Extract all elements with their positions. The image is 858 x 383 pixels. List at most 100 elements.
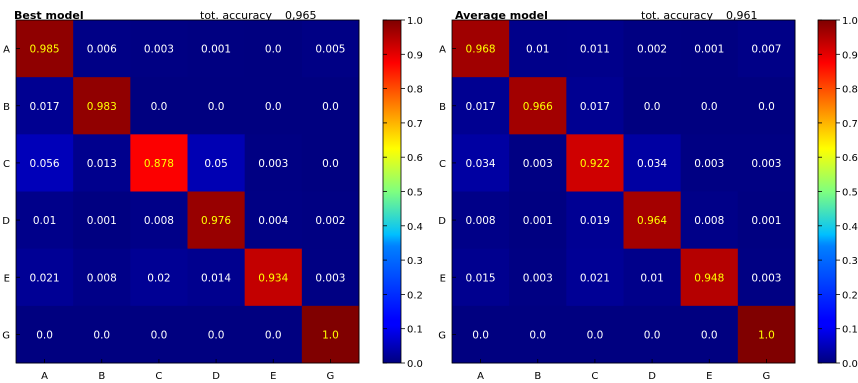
- heatmap-cell: [509, 248, 567, 307]
- cell-value-label: 0.003: [751, 272, 781, 284]
- accuracy-value: 0,965: [285, 9, 317, 22]
- heatmap-cell: [452, 248, 510, 307]
- heatmap-grid: 0.985 0.006 0.003 0.001 0.0 0.005 0.017 0.983 0.…: [15, 19, 360, 364]
- cell-value-label: 0.001: [87, 215, 117, 227]
- heatmap-cell: [452, 134, 510, 192]
- cell-value-label: 0.976: [201, 215, 231, 227]
- heatmap-cell: [187, 77, 246, 135]
- row-tick-label: C: [3, 159, 10, 170]
- heatmap-cell: [566, 20, 624, 78]
- cell-value-label: 0.948: [694, 272, 724, 284]
- cell-value-label: 0.011: [580, 44, 610, 56]
- heatmap-cell: [16, 134, 74, 192]
- heatmap-cell: [737, 77, 796, 135]
- heatmap-cell: [187, 134, 246, 192]
- heatmap-cell: [16, 77, 74, 135]
- heatmap-cell: [130, 248, 188, 307]
- cell-value-label: 0.934: [258, 272, 288, 284]
- cell-value-label: 0.0: [758, 101, 775, 113]
- cell-value-label: 0.0: [93, 329, 110, 341]
- col-tick-label: D: [648, 371, 656, 382]
- colorbar-tick-label: 0.5: [842, 188, 858, 199]
- cell-value-label: 0.021: [580, 272, 610, 284]
- heatmap-grid: 0.968 0.01 0.011 0.002 0.001 0.007 0.017 0.966 0…: [451, 19, 796, 364]
- colorbar-tick-label: 0.7: [407, 119, 423, 130]
- colorbar-tick-label: 0.6: [407, 153, 423, 164]
- heatmap-cell: [623, 77, 682, 135]
- heatmap-cell: [301, 134, 360, 192]
- col-tick-label: D: [212, 371, 220, 382]
- heatmap-cell: [16, 305, 74, 364]
- heatmap-cell: [737, 248, 796, 307]
- heatmap-cell: [566, 248, 624, 307]
- heatmap-cell: [680, 248, 739, 307]
- heatmap-cell: [301, 248, 360, 307]
- heatmap-cell: [680, 77, 739, 135]
- heatmap-cell: [737, 191, 796, 250]
- accuracy-label: tot. accuracy: [641, 9, 713, 22]
- cell-value-label: 0.01: [526, 44, 549, 56]
- cell-value-label: 0.0: [322, 101, 339, 113]
- heatmap-cell: [16, 248, 74, 307]
- cell-value-label: 0.983: [87, 101, 117, 113]
- colorbar-tick-label: 0.8: [842, 85, 858, 96]
- heatmap-cell: [130, 20, 188, 78]
- heatmap-frame: [15, 19, 360, 364]
- cell-value-label: 0.034: [637, 158, 667, 170]
- cell-value-label: 0.966: [523, 101, 553, 113]
- cell-value-label: 0.02: [147, 272, 170, 284]
- cell-value-label: 0.0: [322, 158, 339, 170]
- cell-value-label: 0.003: [694, 158, 724, 170]
- cell-value-label: 0.922: [580, 158, 610, 170]
- heatmap-cell: [737, 305, 796, 364]
- heatmap-cell: [566, 134, 624, 192]
- cell-value-label: 0.968: [466, 44, 496, 56]
- heatmap-cell: [452, 191, 510, 250]
- cell-value-label: 0.0: [265, 101, 282, 113]
- heatmap-cell: [509, 77, 567, 135]
- colorbar-tick-label: 0.9: [842, 50, 858, 61]
- cell-value-label: 0.001: [201, 44, 231, 56]
- cell-value-label: 0.006: [87, 44, 117, 56]
- heatmap-cell: [566, 191, 624, 250]
- heatmap-cell: [737, 20, 796, 78]
- cell-value-label: 0.008: [466, 215, 496, 227]
- colorbar-tick-label: 1.0: [407, 16, 423, 27]
- cell-value-label: 0.005: [315, 44, 345, 56]
- cell-value-label: 0.004: [258, 215, 288, 227]
- col-tick-label: G: [763, 371, 771, 382]
- heatmap-cell: [187, 20, 246, 78]
- row-tick-label: D: [2, 216, 10, 227]
- heatmap-cell: [623, 305, 682, 364]
- heatmap-cell: [130, 305, 188, 364]
- row-ticks: A B C D E G: [2, 45, 20, 341]
- colorbar-tick-label: 1.0: [842, 16, 858, 27]
- heatmap-cell: [244, 305, 303, 364]
- heatmap-cell: [73, 248, 131, 307]
- heatmap-cell: [73, 191, 131, 250]
- heatmap-cell: [623, 20, 682, 78]
- cell-value-label: 0.964: [637, 215, 667, 227]
- cell-value-label: 0.0: [36, 329, 53, 341]
- cell-value-label: 0.0: [208, 329, 225, 341]
- heatmap-cell: [187, 248, 246, 307]
- heatmap-cell: [73, 77, 131, 135]
- heatmap-cell: [566, 77, 624, 135]
- col-tick-label: E: [706, 371, 712, 382]
- cell-value-label: 0.017: [30, 101, 60, 113]
- heatmap-cell: [244, 191, 303, 250]
- cell-value-label: 0.0: [644, 329, 661, 341]
- cell-value-label: 0.013: [87, 158, 117, 170]
- heatmap-cell: [187, 305, 246, 364]
- colorbar-tick-label: 0.1: [842, 325, 858, 336]
- cell-value-label: 0.017: [580, 101, 610, 113]
- heatmap-cell: [73, 305, 131, 364]
- cell-value-label: 0.003: [523, 272, 553, 284]
- heatmap-cell: [566, 305, 624, 364]
- colorbar-tick-label: 0.1: [407, 325, 423, 336]
- colorbar-tick-label: 0.6: [842, 153, 858, 164]
- row-tick-label: G: [2, 330, 10, 341]
